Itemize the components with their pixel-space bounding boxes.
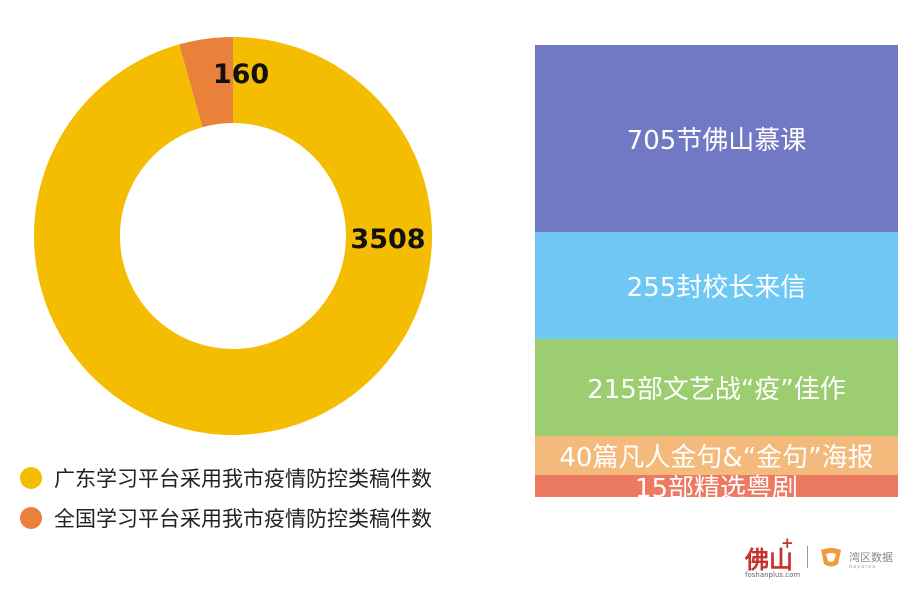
donut-slice-national xyxy=(179,37,233,128)
stack-segment-label: 40篇凡人金句&“金句”海报 xyxy=(559,443,874,473)
stack-segment-4: 40篇凡人金句&“金句”海报 xyxy=(535,436,898,475)
bay-area-logo-text: 湾区数据 xyxy=(849,551,893,564)
logo-separator xyxy=(807,546,808,568)
donut-label-guangdong: 3508 xyxy=(350,224,425,255)
foshan-plus-mark: + xyxy=(781,534,794,552)
stack-segment-label: 255封校长来信 xyxy=(626,273,807,303)
donut-label-national: 160 xyxy=(213,59,269,90)
donut-slice-guangdong xyxy=(34,37,432,435)
stack-segment-3: 215部文艺战“疫”佳作 xyxy=(535,339,898,436)
donut-chart: 160 3508 xyxy=(34,37,432,435)
legend-item-national: 全国学习平台采用我市疫情防控类稿件数 xyxy=(20,498,432,538)
legend-dot-icon xyxy=(20,507,42,529)
bay-area-logo-icon xyxy=(821,548,841,567)
foshan-plus-logo: 佛山 xyxy=(745,545,793,574)
stack-segment-label: 215部文艺战“疫”佳作 xyxy=(587,375,846,405)
legend-label: 全国学习平台采用我市疫情防控类稿件数 xyxy=(54,507,432,531)
legend-label: 广东学习平台采用我市疫情防控类稿件数 xyxy=(54,467,432,491)
donut-legend: 广东学习平台采用我市疫情防控类稿件数 全国学习平台采用我市疫情防控类稿件数 xyxy=(20,458,432,538)
stack-segment-5: 15部精选粤剧 xyxy=(535,474,898,504)
stack-segment-1: 705节佛山慕课 xyxy=(535,45,898,232)
bay-area-logo-sub: bayarea xyxy=(849,564,877,570)
stacked-bar-chart: 705节佛山慕课 255封校长来信 215部文艺战“疫”佳作 40篇凡人金句&“金句”… xyxy=(535,45,898,504)
foshan-plus-site: foshanplus.com xyxy=(745,571,801,579)
legend-dot-icon xyxy=(20,467,42,489)
footer-logos: 佛山 + foshanplus.com 湾区数据 bayarea xyxy=(745,534,915,585)
stack-segment-2: 255封校长来信 xyxy=(535,232,898,339)
legend-item-guangdong: 广东学习平台采用我市疫情防控类稿件数 xyxy=(20,458,432,498)
stack-segment-label: 705节佛山慕课 xyxy=(626,126,807,156)
stack-segment-label: 15部精选粤剧 xyxy=(634,473,799,504)
